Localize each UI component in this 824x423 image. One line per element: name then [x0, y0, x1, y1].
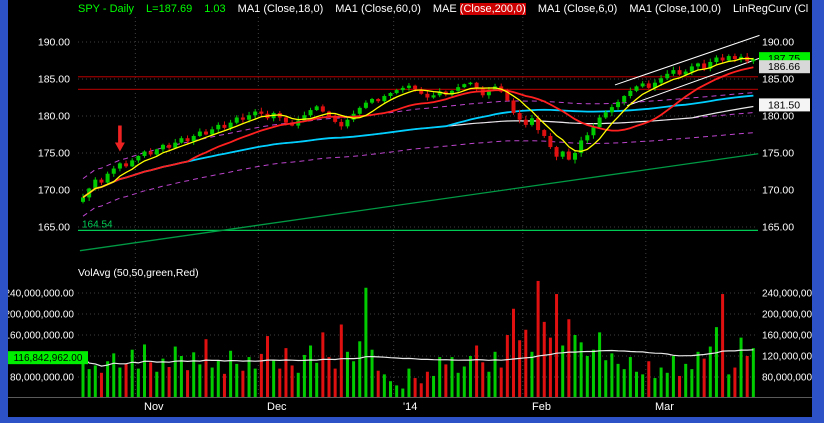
price-bubble-label: 181.50 — [768, 99, 800, 111]
price-tick-label: 180.00 — [762, 111, 794, 123]
indicator-label-mae200[interactable]: MAE (Close,200,0) — [432, 2, 526, 15]
price-gridlines — [78, 41, 758, 228]
volume-avg-bubble-label: 116,842,962.00 — [14, 353, 83, 364]
volume-bars[interactable] — [81, 280, 755, 397]
volume-tick-label: 80,000,000.00 — [10, 373, 74, 384]
indicator-params: (Close,60,0) — [360, 2, 421, 15]
indicator-params-highlighted: (Close,200,0) — [459, 2, 526, 15]
time-axis: Nov Dec '14 Feb Mar — [8, 397, 812, 417]
volume-avg-bubble[interactable]: 116,842,962.00 — [8, 351, 88, 365]
price-tick-label: 185.00 — [762, 74, 794, 86]
price-tick-label: 175.00 — [38, 148, 70, 160]
price-tick-label: 190.00 — [762, 37, 794, 49]
month-label-mar: Mar — [655, 401, 674, 413]
volume-axis-right: 240,000,000.00 200,000,000.00 160,000,000.… — [762, 289, 812, 384]
price-bubble[interactable] — [759, 60, 810, 74]
mae-band-200 — [82, 92, 754, 217]
ma-line-ma18 — [82, 66, 754, 199]
indicator-name: MA1 — [237, 2, 261, 15]
indicator-label-linregcurv[interactable]: LinRegCurv (Cl — [733, 3, 808, 15]
indicator-header: SPY - Daily L=187.69 1.03 MA1 (Close,18,… — [8, 0, 812, 17]
volume-tick-label: 200,000,000.00 — [8, 310, 74, 321]
volume-pane-title-text: VolAvg (50,50,green,Red) — [78, 267, 199, 279]
price-tick-label: 190.00 — [38, 37, 70, 49]
indicator-name: MA1 — [335, 2, 358, 15]
volume-gridlines — [78, 292, 758, 378]
month-label-nov: Nov — [144, 401, 164, 413]
volume-tick-label: 160,000,000.00 — [762, 331, 812, 342]
indicator-label-ma18[interactable]: MA1 (Close,18,0) — [238, 3, 324, 15]
indicator-name: MA1 — [537, 2, 561, 15]
chart-panel: SPY - Daily L=187.69 1.03 MA1 (Close,18,… — [8, 0, 812, 417]
indicator-name: MA1 — [629, 2, 652, 15]
indicator-params: (Close,6,0) — [563, 2, 618, 15]
volume-tick-label: 240,000,000.00 — [8, 289, 74, 300]
symbol-timeframe-label[interactable]: SPY - Daily — [78, 2, 135, 15]
last-price-label: L=187.69 — [146, 2, 193, 15]
ma-line-ma60 — [82, 94, 754, 199]
ma-line-ma6 — [82, 57, 754, 198]
indicator-label-ma100[interactable]: MA1 (Close,100,0) — [629, 3, 721, 15]
volume-tick-label: 120,000,000.00 — [762, 352, 812, 363]
window-frame-left — [0, 0, 8, 423]
chart-canvas[interactable]: 164.54 VolAvg (50,50,green,Red) 190.00 185.… — [8, 17, 812, 397]
window-frame-right — [812, 0, 824, 423]
volume-tick-label: 80,000,000.00 — [762, 373, 812, 384]
price-bubble-label: 186.66 — [768, 61, 800, 73]
indicator-name: LinRegCurv — [733, 2, 792, 15]
price-tick-label: 180.00 — [38, 111, 70, 123]
volume-avg-line — [82, 349, 754, 367]
change-label: 1.03 — [204, 2, 226, 15]
support-price-label: 164.54 — [82, 219, 113, 230]
trend-line[interactable] — [79, 153, 759, 252]
price-tick-label: 185.00 — [38, 74, 70, 86]
indicator-label-ma60[interactable]: MA1 (Close,60,0) — [335, 3, 421, 15]
month-gridlines — [134, 17, 647, 397]
volume-tick-label: 160,000,000.00 — [8, 331, 74, 342]
indicator-params: (Close,18,0) — [263, 2, 324, 15]
indicator-label-ma6[interactable]: MA1 (Close,6,0) — [538, 3, 617, 15]
price-tick-label: 165.00 — [38, 222, 70, 234]
sell-arrow — [114, 125, 125, 152]
price-tick-label: 170.00 — [762, 185, 794, 197]
month-label-jan14: '14 — [403, 401, 418, 413]
volume-axis-left: 240,000,000.00 200,000,000.00 160,000,000.… — [8, 289, 74, 384]
month-label-feb: Feb — [532, 401, 551, 413]
alert-lines[interactable] — [78, 76, 758, 91]
volume-avg-bubble-rect — [8, 351, 88, 365]
indicator-params: (Cl — [794, 2, 809, 15]
price-axis-left: 190.00 185.00 180.00 175.00 170.00 165.00 — [38, 37, 70, 234]
volume-tick-label: 200,000,000.00 — [762, 310, 812, 321]
volume-pane-title: VolAvg (50,50,green,Red) — [78, 267, 199, 279]
volume-tick-label: 240,000,000.00 — [762, 289, 812, 300]
month-label-dec: Dec — [267, 401, 287, 413]
window-frame-bottom — [0, 417, 824, 423]
channel-lines[interactable] — [614, 34, 760, 107]
indicator-name: MAE — [432, 2, 457, 15]
price-axis-right: 190.00 185.00 180.00 175.00 170.00 165.00 — [762, 37, 794, 234]
indicator-params: (Close,100,0) — [655, 2, 722, 15]
price-bubble[interactable] — [759, 98, 810, 112]
price-tick-label: 170.00 — [38, 185, 70, 197]
price-tick-label: 165.00 — [762, 222, 794, 234]
price-tick-label: 175.00 — [762, 148, 794, 160]
support-line[interactable]: 164.54 — [78, 219, 758, 232]
